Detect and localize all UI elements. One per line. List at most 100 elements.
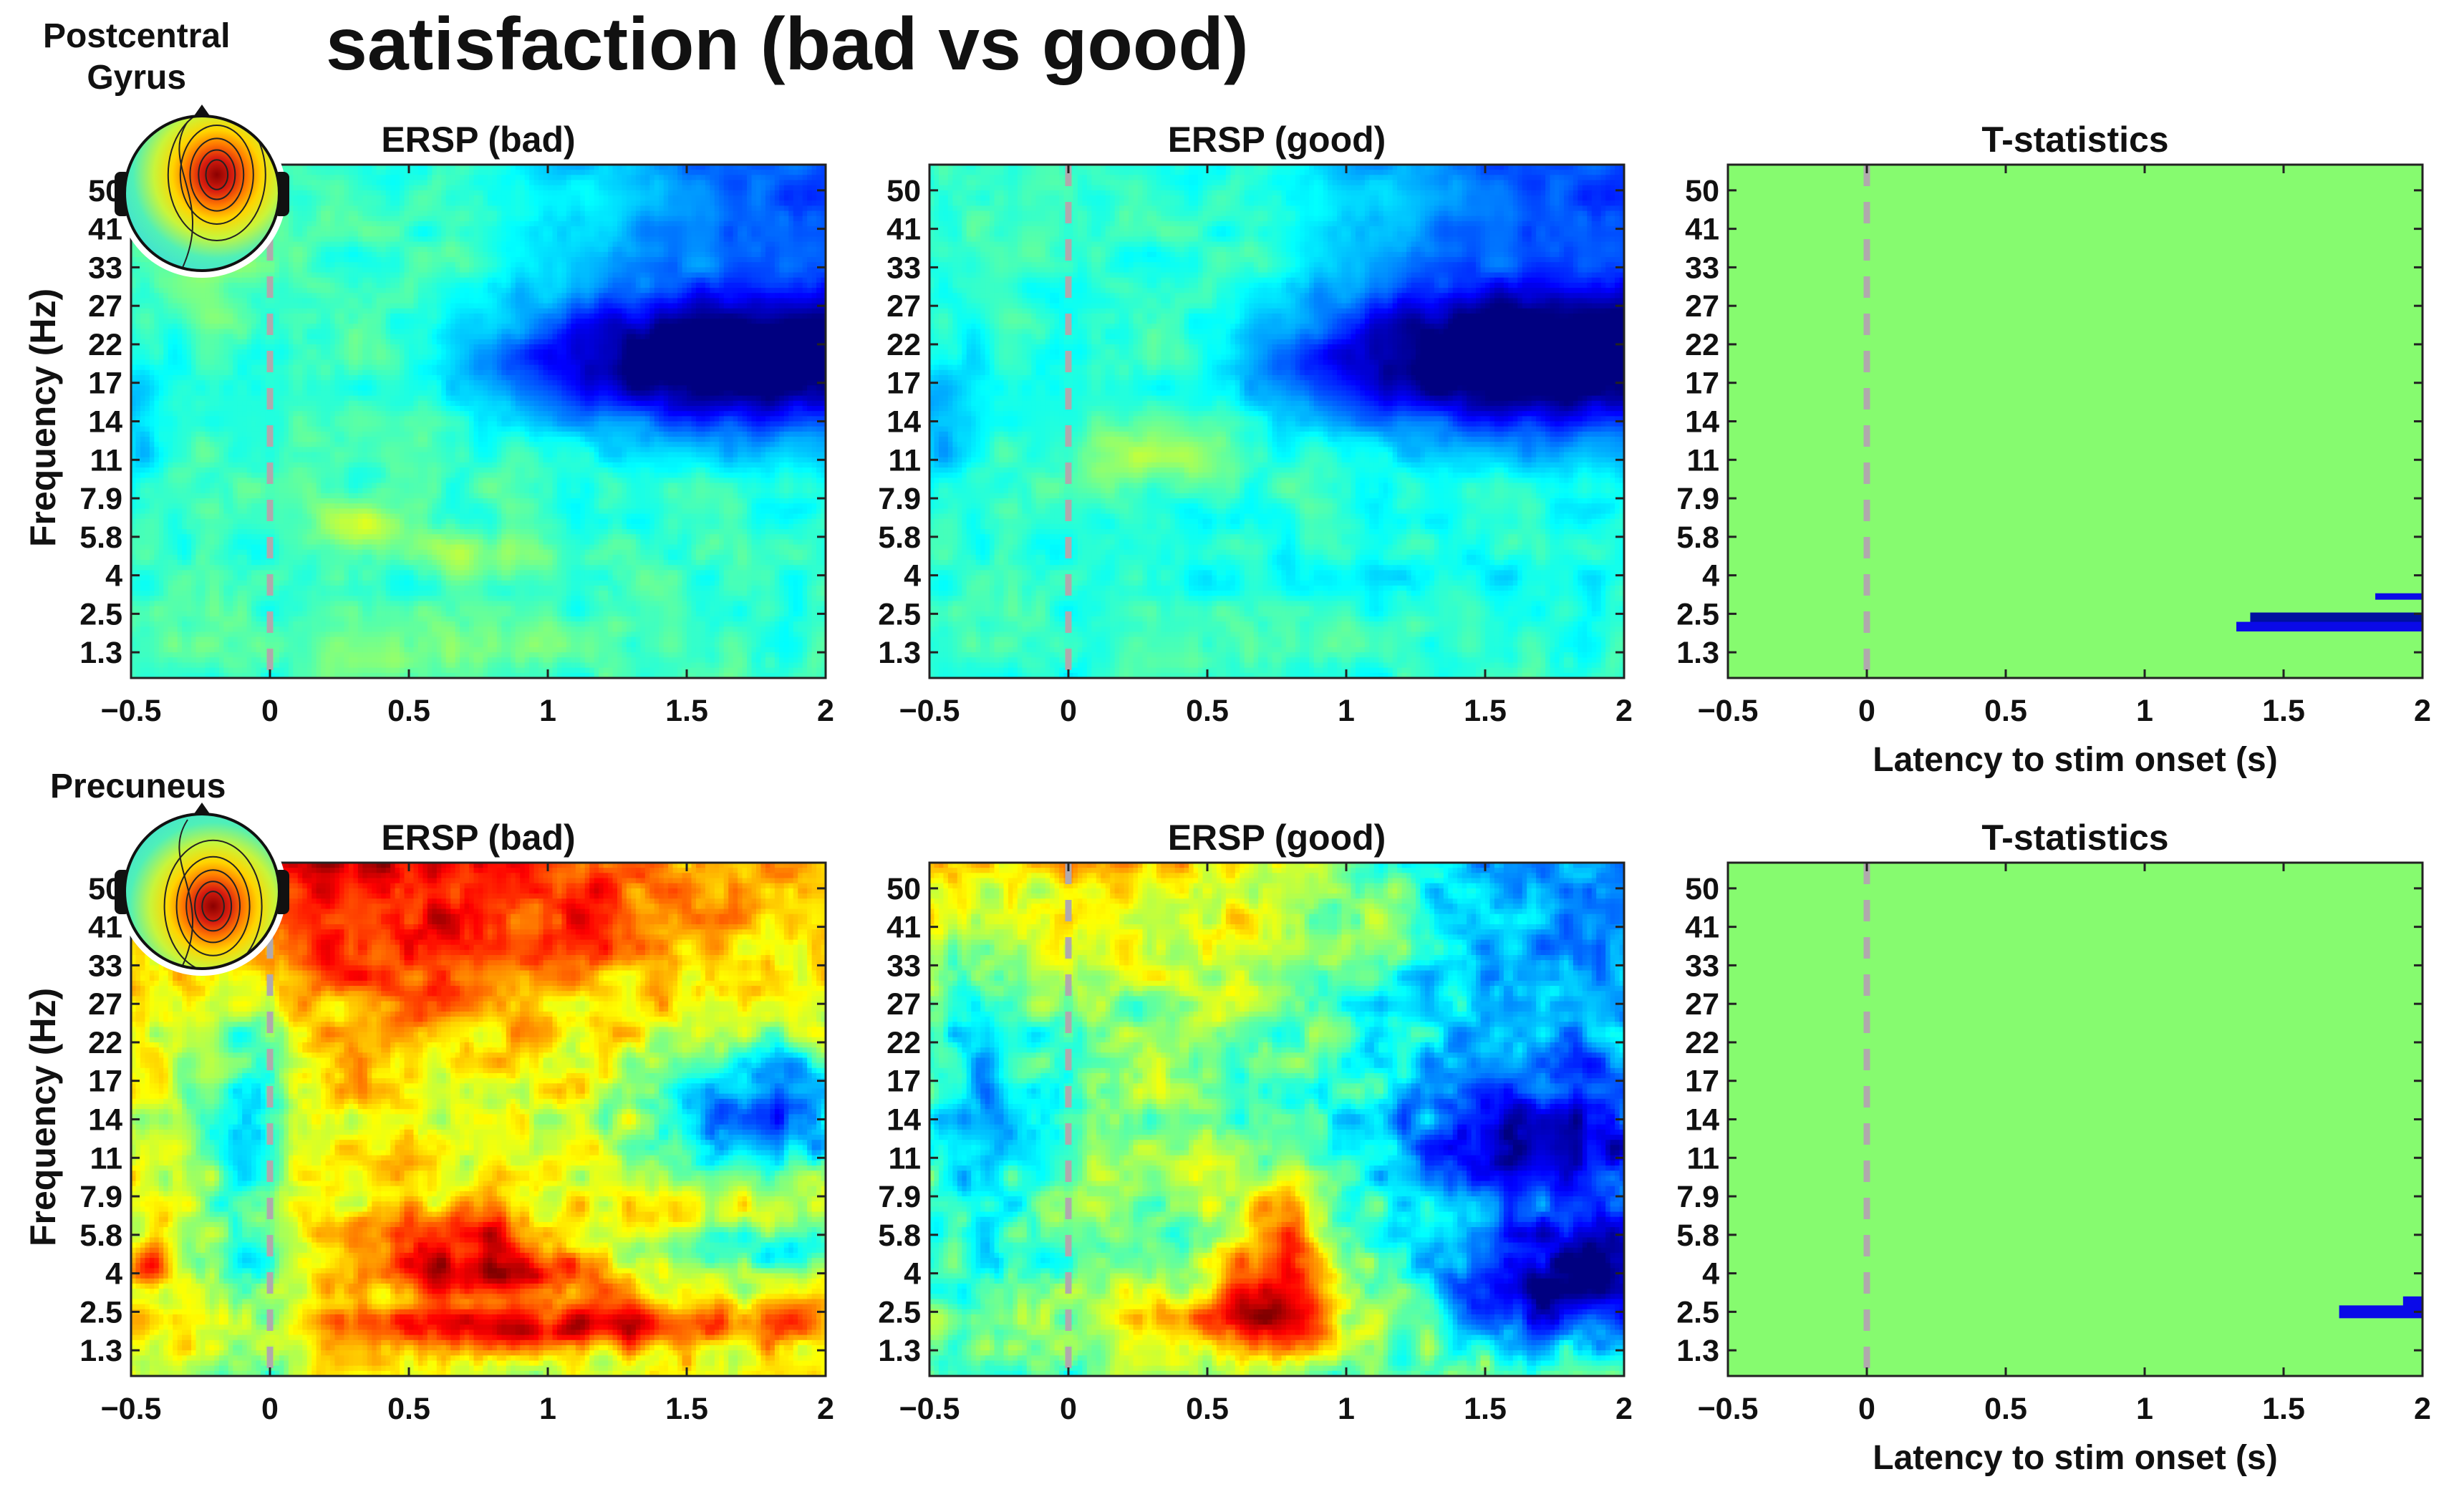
y-tick-label: 33 (1685, 949, 1719, 983)
y-tick-label: 17 (887, 367, 921, 401)
y-tick-label: 1.3 (1676, 1334, 1719, 1368)
y-tick-label: 14 (88, 1103, 122, 1138)
x-axis-label: Latency to stim onset (s) (1873, 1439, 2277, 1477)
y-tick-label: 4 (1702, 1257, 1719, 1292)
y-tick-label: 5.8 (878, 1218, 921, 1253)
y-tick-label: 14 (887, 1103, 921, 1138)
x-tick-label: 1.5 (2262, 1392, 2305, 1426)
x-tick-label: 1.5 (1464, 694, 1507, 728)
significant-cluster (2339, 1305, 2423, 1318)
significant-cluster (2250, 613, 2423, 624)
x-tick-label: 1.5 (2262, 694, 2305, 728)
y-tick-label: 22 (88, 328, 122, 362)
y-tick-label: 22 (887, 328, 921, 362)
figure-title: satisfaction (bad vs good) (326, 0, 1249, 89)
y-tick-label: 17 (88, 1065, 122, 1099)
y-tick-label: 1.3 (1676, 636, 1719, 670)
y-tick-label: 2.5 (878, 597, 921, 631)
y-tick-label: 2.5 (878, 1295, 921, 1329)
y-tick-label: 7.9 (1676, 1180, 1719, 1214)
x-tick-label: 0 (1858, 694, 1875, 728)
x-tick-label: 1.5 (665, 1392, 708, 1426)
y-tick-label: 1.3 (878, 636, 921, 670)
y-tick-label: 7.9 (79, 482, 122, 516)
y-tick-label: 22 (887, 1026, 921, 1060)
y-tick-label: 1.3 (79, 1334, 122, 1368)
x-tick-label: 2 (1615, 1392, 1633, 1426)
y-tick-label: 22 (1685, 1026, 1719, 1060)
y-tick-label: 17 (887, 1065, 921, 1099)
chart-panel: T-statistics50413327221714117.95.842.51.… (1642, 115, 2437, 814)
panel-title: T-statistics (1981, 120, 2168, 160)
region-label-line: Gyrus (43, 57, 230, 99)
chart-panel: ERSP (good)50413327221714117.95.842.51.3… (844, 115, 1638, 757)
y-tick-label: 5.8 (79, 1218, 122, 1253)
x-tick-label: 0.5 (1186, 694, 1229, 728)
panel-title: ERSP (good) (1168, 120, 1386, 160)
significant-cluster (2375, 593, 2423, 600)
y-tick-label: 2.5 (79, 1295, 122, 1329)
y-tick-label: 27 (88, 289, 122, 324)
x-tick-label: 2 (1615, 694, 1633, 728)
x-tick-label: −0.5 (101, 694, 162, 728)
y-tick-label: 17 (1685, 1065, 1719, 1099)
x-tick-label: −0.5 (1698, 694, 1759, 728)
y-tick-label: 41 (887, 911, 921, 945)
y-tick-label: 41 (1685, 213, 1719, 247)
y-tick-label: 22 (88, 1026, 122, 1060)
region-label-postcentral: Postcentral Gyrus (43, 16, 230, 98)
region-label-line: Postcentral (43, 16, 230, 57)
x-tick-label: 0 (1060, 1392, 1077, 1426)
y-tick-label: 50 (887, 174, 921, 208)
x-tick-label: 1.5 (665, 694, 708, 728)
y-tick-label: 7.9 (1676, 482, 1719, 516)
y-tick-label: 7.9 (79, 1180, 122, 1214)
x-tick-label: 0 (261, 694, 279, 728)
y-tick-label: 7.9 (878, 482, 921, 516)
y-tick-label: 4 (1702, 559, 1719, 593)
x-tick-label: 2 (817, 1392, 834, 1426)
x-tick-label: −0.5 (101, 1392, 162, 1426)
y-tick-label: 17 (88, 367, 122, 401)
x-tick-label: 0.5 (1186, 1392, 1229, 1426)
y-tick-label: 5.8 (1676, 1218, 1719, 1253)
x-tick-label: 0 (261, 1392, 279, 1426)
y-tick-label: 2.5 (1676, 1295, 1719, 1329)
y-tick-label: 5.8 (79, 520, 122, 555)
y-tick-label: 41 (887, 213, 921, 247)
y-tick-label: 1.3 (79, 636, 122, 670)
y-tick-label: 7.9 (878, 1180, 921, 1214)
chart-panel: T-statistics50413327221714117.95.842.51.… (1642, 813, 2437, 1512)
x-tick-label: −0.5 (1698, 1392, 1759, 1426)
heatmap-body (1728, 165, 2423, 678)
y-tick-label: 4 (904, 1257, 921, 1292)
y-tick-label: 14 (88, 405, 122, 440)
x-tick-label: 1.5 (1464, 1392, 1507, 1426)
y-tick-label: 11 (1687, 1141, 1719, 1176)
y-tick-label: 27 (887, 289, 921, 324)
x-tick-label: 0 (1060, 694, 1077, 728)
y-tick-label: 14 (1685, 1103, 1719, 1138)
y-tick-label: 2.5 (79, 597, 122, 631)
y-tick-label: 50 (1685, 872, 1719, 906)
x-tick-label: 1 (1338, 1392, 1355, 1426)
scalp-map-precuneus (109, 798, 295, 984)
y-tick-label: 33 (1685, 251, 1719, 285)
x-tick-label: 1 (539, 1392, 556, 1426)
y-tick-label: 2.5 (1676, 597, 1719, 631)
x-tick-label: −0.5 (899, 694, 960, 728)
x-tick-label: 0 (1858, 1392, 1875, 1426)
y-tick-label: 17 (1685, 367, 1719, 401)
y-tick-label: 27 (887, 987, 921, 1022)
y-tick-label: 4 (904, 559, 921, 593)
scalp-map-postcentral (109, 100, 295, 286)
x-tick-label: −0.5 (899, 1392, 960, 1426)
x-tick-label: 0.5 (387, 694, 430, 728)
significant-cluster (2236, 622, 2423, 631)
significant-cluster (2403, 1297, 2423, 1307)
y-tick-label: 33 (887, 251, 921, 285)
y-tick-label: 11 (1687, 443, 1719, 478)
panel-title: ERSP (bad) (381, 818, 575, 858)
y-tick-label: 11 (889, 1141, 921, 1176)
heatmap-body (929, 863, 1625, 1377)
